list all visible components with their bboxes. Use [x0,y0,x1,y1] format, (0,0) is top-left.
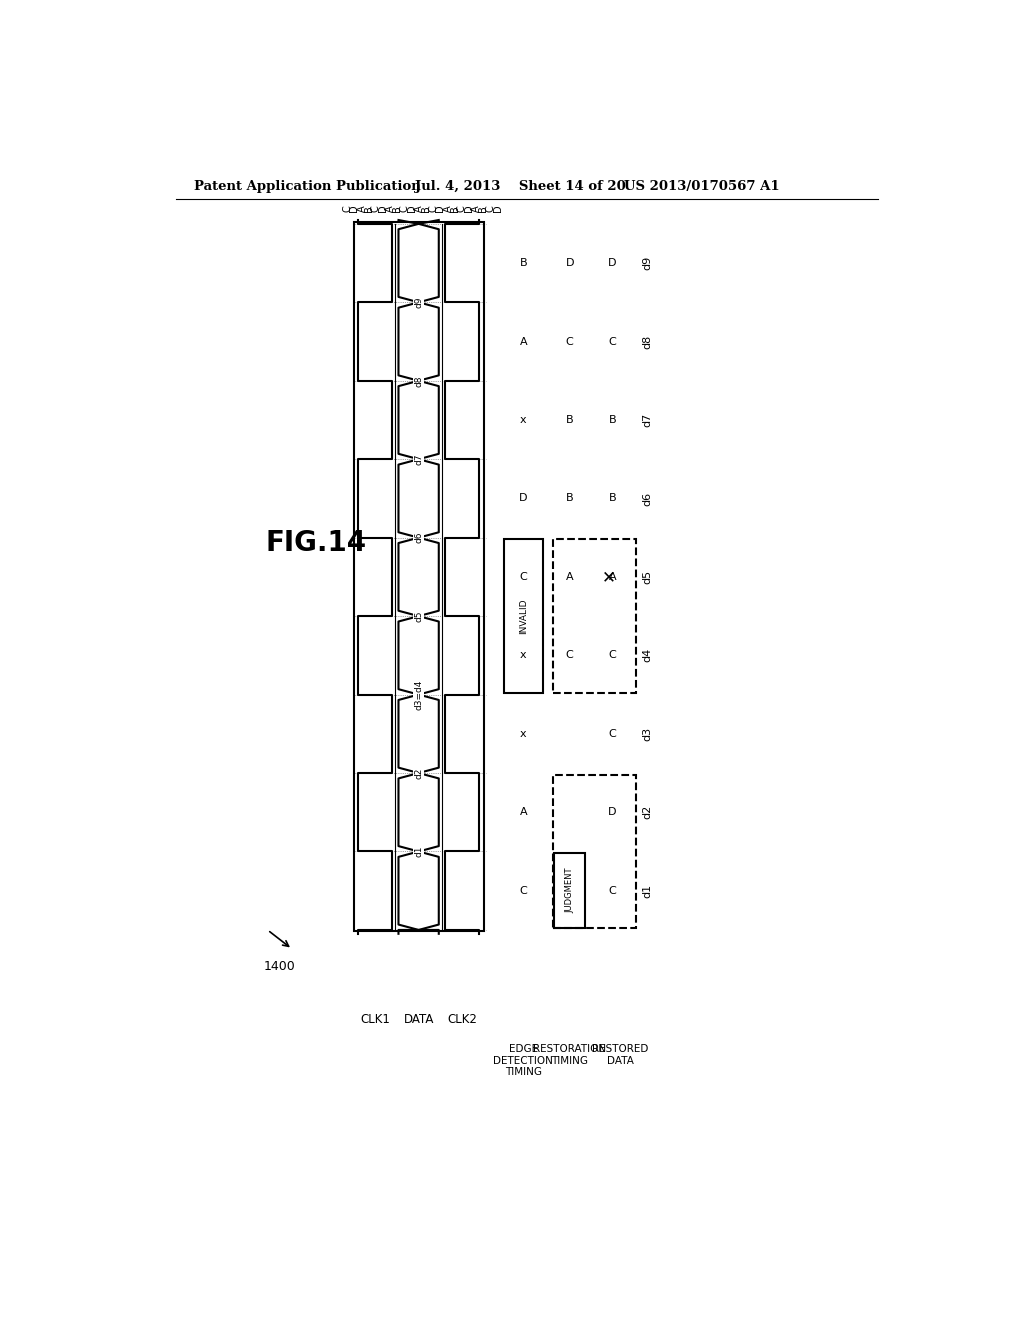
Text: d2: d2 [414,767,423,779]
Bar [353,222,483,932]
Text: B: B [478,206,488,213]
Text: INVALID: INVALID [519,598,527,634]
Text: D: D [435,205,445,213]
Text: d5: d5 [642,570,652,583]
Text: B: B [566,414,573,425]
Text: D: D [519,494,527,503]
Text: CLK1: CLK1 [360,1014,390,1026]
Text: B: B [450,206,460,213]
Text: B: B [608,494,616,503]
Text: A: A [385,206,395,213]
Text: 1400: 1400 [263,961,295,973]
Text: D: D [349,205,359,213]
Text: A: A [608,572,616,582]
Text: B: B [392,206,402,213]
Text: D: D [378,205,388,213]
Text: d4: d4 [642,648,652,663]
Text: x: x [520,729,526,739]
Text: Patent Application Publication: Patent Application Publication [194,181,421,194]
Text: d6: d6 [642,491,652,506]
Text: B: B [566,494,573,503]
Text: C: C [371,206,381,213]
Text: D: D [565,259,574,268]
Text: D: D [407,205,417,213]
Text: C: C [428,206,438,213]
Text: A: A [414,206,424,213]
Text: C: C [519,572,527,582]
Text: JUDGMENT: JUDGMENT [565,869,574,913]
Text: B: B [364,206,374,213]
Text: C: C [519,886,527,896]
Text: d9: d9 [414,297,423,308]
FancyBboxPatch shape [504,539,543,693]
Text: C: C [608,651,616,660]
Text: A: A [471,206,481,213]
Text: CLK2: CLK2 [447,1014,477,1026]
Text: Jul. 4, 2013    Sheet 14 of 20: Jul. 4, 2013 Sheet 14 of 20 [415,181,626,194]
Text: d3=d4: d3=d4 [414,680,423,710]
Text: C: C [608,337,616,347]
Text: d8: d8 [414,375,423,387]
Text: d1: d1 [642,883,652,898]
Text: FIG.14: FIG.14 [266,529,367,557]
Text: x: x [520,651,526,660]
Text: A: A [356,206,367,213]
Text: C: C [485,206,496,213]
Text: RESTORATION
TIMING: RESTORATION TIMING [534,1044,606,1065]
Text: D: D [493,205,503,213]
Text: A: A [519,337,527,347]
Text: d9: d9 [642,256,652,271]
FancyBboxPatch shape [554,853,586,928]
Text: C: C [608,886,616,896]
Text: C: C [566,337,573,347]
Text: d7: d7 [414,454,423,465]
Text: d6: d6 [414,532,423,544]
Text: d7: d7 [642,413,652,428]
Text: ✕: ✕ [601,568,615,586]
Text: A: A [442,206,453,213]
Text: d1: d1 [414,846,423,857]
Text: A: A [566,572,573,582]
Text: DATA: DATA [403,1014,434,1026]
Text: A: A [519,808,527,817]
Text: D: D [464,205,474,213]
Text: d8: d8 [642,334,652,348]
Text: C: C [608,729,616,739]
Text: d5: d5 [414,610,423,622]
Text: EDGE
DETECTION
TIMING: EDGE DETECTION TIMING [494,1044,553,1077]
Text: B: B [519,259,527,268]
Text: d2: d2 [642,805,652,820]
Text: C: C [457,206,467,213]
Text: D: D [608,808,616,817]
Text: RESTORED
DATA: RESTORED DATA [592,1044,648,1065]
Text: D: D [608,259,616,268]
Text: US 2013/0170567 A1: US 2013/0170567 A1 [624,181,779,194]
Text: x: x [520,414,526,425]
Text: C: C [342,206,352,213]
Text: C: C [399,206,410,213]
Text: C: C [566,651,573,660]
Text: d3: d3 [642,727,652,741]
Text: B: B [421,206,431,213]
Text: B: B [608,414,616,425]
